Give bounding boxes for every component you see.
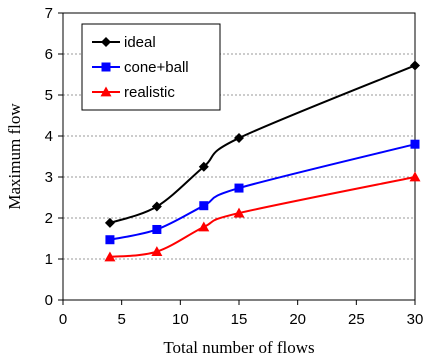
data-point (105, 235, 114, 244)
data-point (198, 222, 209, 232)
x-tick-label: 25 (348, 311, 365, 328)
y-tick-label: 6 (45, 46, 53, 63)
data-point (152, 225, 161, 234)
legend-marker (102, 63, 111, 72)
data-point (410, 60, 420, 70)
x-tick-label: 30 (407, 311, 424, 328)
legend: ideal cone+ball realistic (82, 24, 220, 110)
legend-label: cone+ball (124, 59, 189, 76)
series-realistic (104, 172, 420, 262)
y-tick-label: 0 (45, 292, 53, 309)
y-tick-label: 2 (45, 210, 53, 227)
x-tick-label: 10 (172, 311, 189, 328)
series-cone-ball (105, 140, 419, 245)
series-line (110, 177, 415, 257)
x-tick-label: 0 (59, 311, 67, 328)
data-point (410, 172, 421, 182)
data-point (235, 184, 244, 193)
x-tick-label: 15 (231, 311, 248, 328)
data-point (411, 140, 420, 149)
legend-label: realistic (124, 84, 175, 101)
legend-label: ideal (124, 34, 156, 51)
x-tick-label: 20 (289, 311, 306, 328)
y-tick-label: 1 (45, 251, 53, 268)
y-tick-label: 3 (45, 169, 53, 186)
x-axis-title: Total number of flows (163, 338, 314, 357)
x-tick-label: 5 (117, 311, 125, 328)
y-tick-label: 4 (45, 128, 53, 145)
y-tick-label: 7 (45, 5, 53, 22)
y-tick-label: 5 (45, 87, 53, 104)
data-point (152, 202, 162, 212)
data-point (199, 201, 208, 210)
data-point (105, 218, 115, 228)
data-point (234, 133, 244, 143)
y-axis-title: Maximum flow (5, 103, 24, 210)
